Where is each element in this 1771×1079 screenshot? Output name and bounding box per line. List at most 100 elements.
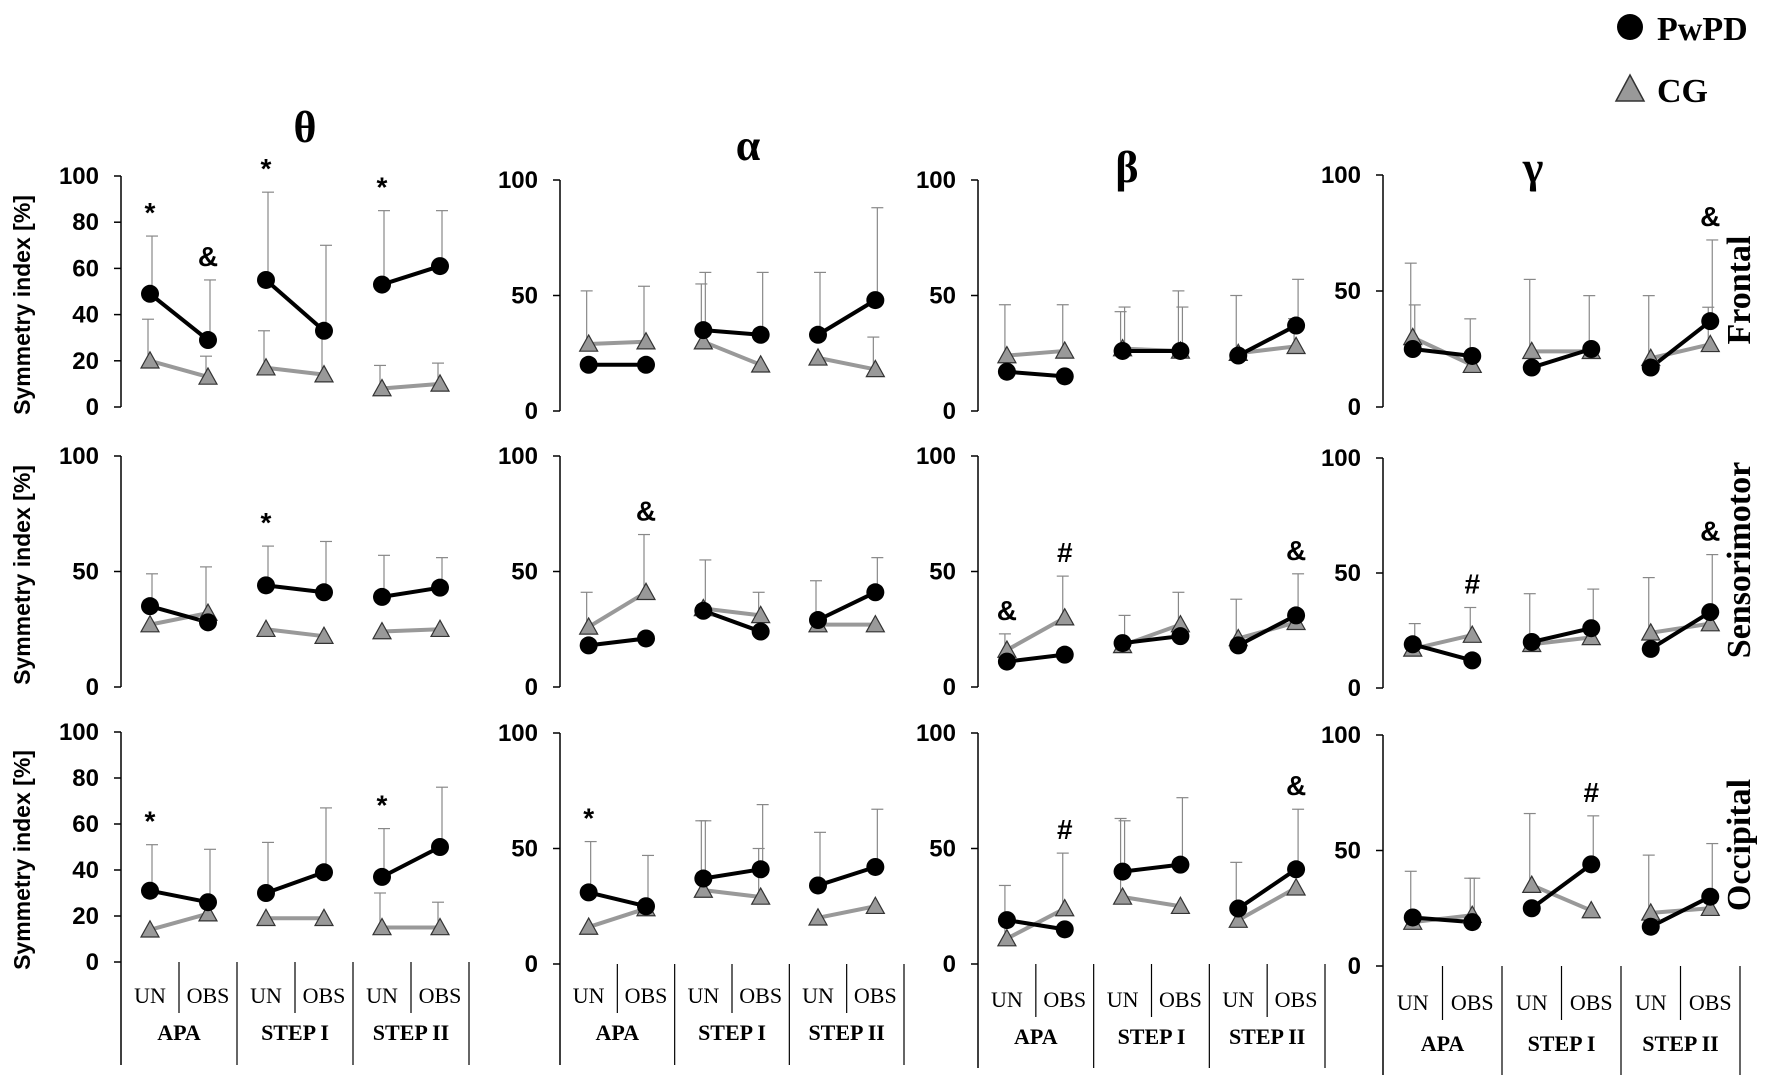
condition-label: UN — [366, 983, 398, 1008]
pwpd-point — [751, 622, 770, 641]
cg-point — [750, 886, 771, 905]
pwpd-series-line — [703, 867, 761, 881]
condition-label: OBS — [187, 983, 230, 1008]
cg-series-line — [1006, 348, 1065, 358]
pwpd-series-line — [1006, 918, 1066, 932]
cg-point — [197, 366, 219, 385]
cg-series-line — [265, 365, 325, 377]
significance-marker: * — [261, 507, 272, 538]
condition-label: UN — [687, 983, 719, 1008]
pwpd-point — [1582, 619, 1601, 638]
band-title-beta: β — [1115, 143, 1138, 192]
pwpd-point — [1055, 920, 1074, 939]
cg-series-line — [817, 904, 876, 920]
cg-series-line — [1650, 342, 1711, 361]
pwpd-point — [1171, 855, 1190, 874]
cg-series-line — [1122, 895, 1181, 909]
y-tick-label: 50 — [929, 283, 956, 310]
cg-point — [313, 908, 335, 927]
y-tick-label: 0 — [86, 949, 99, 976]
y-tick-label: 0 — [1348, 953, 1361, 980]
significance-marker: * — [583, 803, 594, 834]
pwpd-series-line — [1649, 894, 1712, 929]
pwpd-point — [1463, 651, 1482, 670]
condition-label: OBS — [1451, 990, 1494, 1015]
y-tick-label: 80 — [72, 765, 99, 792]
phase-label: STEP II — [373, 1020, 449, 1045]
panel-gamma-frontal: 0 50 100 & — [1321, 162, 1720, 421]
condition-label: OBS — [419, 983, 462, 1008]
phase-label: STEP II — [1642, 1031, 1718, 1056]
cg-series-line — [149, 611, 209, 627]
y-tick-label: 100 — [498, 443, 538, 470]
condition-label: OBS — [1275, 987, 1318, 1012]
cg-point — [578, 333, 599, 352]
y-tick-label: 0 — [1348, 675, 1361, 702]
significance-marker: & — [1286, 535, 1306, 566]
significance-marker: & — [636, 496, 656, 527]
panel-gamma-occipital: 0 50 100 # UN OBS UN OBS UN OBS APA STEP I STEP II — [1321, 722, 1741, 1075]
condition-label: UN — [991, 987, 1023, 1012]
pwpd-series-line — [1530, 862, 1593, 910]
pwpd-series-line — [817, 865, 876, 888]
condition-label: OBS — [1043, 987, 1086, 1012]
pwpd-series-line — [1531, 626, 1592, 644]
pwpd-series-line — [1237, 613, 1298, 648]
pwpd-point — [809, 325, 827, 344]
condition-label: OBS — [1159, 987, 1202, 1012]
pwpd-point — [199, 613, 217, 632]
pwpd-series-line — [817, 590, 877, 622]
pwpd-series-line — [149, 888, 209, 905]
pwpd-series-line — [1412, 347, 1473, 358]
y-tick-label: 100 — [59, 443, 99, 470]
pwpd-series-line — [381, 845, 441, 879]
pwpd-point — [1171, 627, 1190, 646]
band-title-gamma: γ — [1522, 143, 1544, 192]
pwpd-point — [1113, 341, 1132, 360]
cg-point — [1700, 334, 1721, 353]
cg-point — [750, 354, 771, 373]
significance-marker: & — [198, 241, 218, 272]
pwpd-point — [1403, 908, 1422, 927]
pwpd-series-line — [265, 870, 325, 895]
cg-point — [1054, 607, 1075, 626]
panel-theta-frontal: 0 20 40 60 80 100 * & * * — [59, 153, 451, 421]
cg-point — [1054, 340, 1075, 359]
cg-point — [578, 916, 599, 935]
y-tick-label: 100 — [59, 719, 99, 746]
pwpd-point — [1701, 887, 1720, 906]
pwpd-point — [997, 362, 1016, 381]
pwpd-point — [373, 587, 391, 606]
y-tick-label: 100 — [1321, 722, 1361, 749]
band-title-alpha: α — [736, 121, 761, 170]
y-tick-label: 100 — [59, 163, 99, 190]
condition-label: UN — [573, 983, 605, 1008]
y-tick-label: 0 — [86, 674, 99, 701]
cg-point — [635, 331, 657, 350]
pwpd-point — [809, 611, 827, 630]
condition-label: OBS — [1689, 990, 1732, 1015]
cg-point — [139, 350, 161, 369]
pwpd-point — [997, 652, 1016, 671]
y-tick-label: 40 — [72, 302, 99, 329]
cg-point — [996, 928, 1017, 947]
pwpd-series-line — [381, 585, 441, 599]
pwpd-point — [257, 576, 275, 595]
phase-label: STEP I — [1118, 1024, 1186, 1049]
cg-point — [865, 896, 886, 915]
region-label-sensorimotor: Sensorimotor — [1721, 462, 1758, 658]
y-tick-label: 0 — [943, 674, 956, 701]
significance-marker: * — [145, 806, 156, 837]
region-label-occipital: Occipital — [1721, 779, 1758, 911]
cg-series-line — [1530, 883, 1593, 913]
band-title-theta: θ — [294, 103, 317, 152]
cg-point — [1170, 896, 1191, 915]
pwpd-point — [199, 893, 217, 912]
significance-marker: * — [377, 172, 388, 203]
pwpd-point — [1287, 606, 1306, 625]
panel-alpha-frontal: 0 50 100 — [498, 167, 886, 425]
cg-point — [693, 879, 714, 898]
y-tick-label: 100 — [498, 167, 538, 194]
pwpd-point — [1582, 855, 1601, 874]
cg-point — [1286, 336, 1307, 355]
